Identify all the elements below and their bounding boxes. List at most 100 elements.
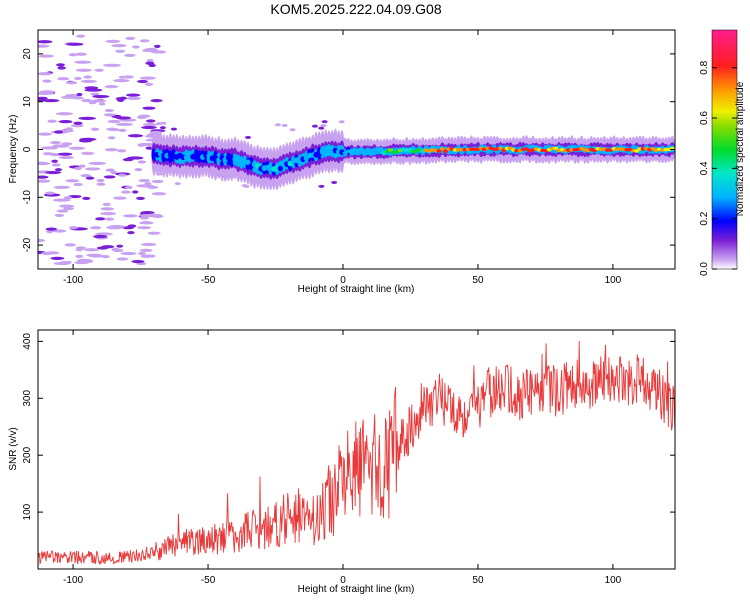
snr-x-label: Height of straight line (km) xyxy=(298,584,415,595)
noise-blob xyxy=(134,167,143,172)
spectrogram-y-tick-label: 10 xyxy=(22,96,33,108)
colorbar-tick-label: 0.8 xyxy=(699,60,710,74)
spectrogram-x-tick-label: -100 xyxy=(63,275,83,286)
spectrogram-y-tick-label: 20 xyxy=(22,48,33,60)
noise-blob xyxy=(53,185,70,189)
noise-blob xyxy=(118,128,127,132)
noise-blob xyxy=(137,79,149,84)
noise-blob xyxy=(73,182,83,187)
snr-y-tick-label: 300 xyxy=(22,390,33,407)
noise-blob xyxy=(51,159,58,163)
noise-blob xyxy=(147,231,161,235)
noise-blob xyxy=(88,161,107,166)
noise-blob xyxy=(139,248,153,252)
noise-blob xyxy=(137,143,145,147)
noise-blob xyxy=(115,97,125,101)
noise-blob xyxy=(289,128,296,132)
noise-blob xyxy=(52,198,71,202)
noise-blob xyxy=(61,142,73,146)
noise-blob xyxy=(65,93,79,98)
noise-blob xyxy=(42,98,60,103)
spectrogram-heatmap xyxy=(38,34,675,266)
noise-blob xyxy=(95,232,113,236)
noise-blob xyxy=(150,99,163,103)
ridge-cell xyxy=(439,147,445,151)
noise-blob xyxy=(141,125,157,130)
noise-blob xyxy=(82,196,91,201)
snr-x-tick-label: -50 xyxy=(201,575,216,586)
noise-blob xyxy=(127,224,137,228)
noise-blob xyxy=(68,53,78,57)
spectrogram-y-axis: -20 -10 0 10 20 xyxy=(22,48,675,252)
noise-blob xyxy=(126,93,141,97)
noise-blob xyxy=(159,126,166,130)
noise-blob xyxy=(139,76,156,80)
spectrogram-x-tick-label: -50 xyxy=(201,275,216,286)
spectrogram-y-label: Frequency (Hz) xyxy=(8,115,19,184)
noise-blob xyxy=(78,164,86,168)
noise-blob xyxy=(320,124,327,128)
noise-blob xyxy=(113,79,130,83)
noise-blob xyxy=(94,68,104,72)
noise-blob xyxy=(139,221,154,225)
noise-blob xyxy=(85,167,101,171)
snr-x-tick-label: 100 xyxy=(605,575,622,586)
noise-blob xyxy=(68,226,78,230)
noise-blob xyxy=(110,170,118,175)
snr-x-tick-label: 0 xyxy=(340,575,346,586)
spectrogram-x-axis: -100 -50 0 50 100 xyxy=(63,30,622,286)
noise-blob xyxy=(54,168,63,172)
noise-blob xyxy=(127,134,144,138)
snr-y-axis: 100 200 300 400 xyxy=(22,333,675,520)
noise-blob xyxy=(105,39,121,43)
noise-blob xyxy=(80,173,91,178)
noise-blob xyxy=(115,122,134,126)
noise-blob xyxy=(81,151,95,155)
snr-frame xyxy=(37,329,676,570)
noise-blob xyxy=(160,121,167,125)
ridge-cell xyxy=(387,148,394,152)
ridge-cell xyxy=(245,159,251,166)
noise-blob xyxy=(174,182,181,186)
spectrogram-y-tick-label: 0 xyxy=(22,146,33,152)
noise-blob xyxy=(104,148,119,152)
snr-panel: -100 -50 0 50 100 100 200 300 400 Height of str… xyxy=(8,329,676,595)
spectrogram-x-tick-label: 50 xyxy=(472,275,484,286)
noise-blob xyxy=(74,60,92,64)
spectrogram-y-tick-label: -20 xyxy=(22,237,33,252)
noise-blob xyxy=(112,248,124,253)
noise-blob xyxy=(38,72,53,76)
noise-blob xyxy=(122,75,134,79)
noise-blob xyxy=(65,179,80,183)
noise-blob xyxy=(41,251,52,256)
noise-blob xyxy=(145,254,156,258)
noise-blob xyxy=(92,94,110,99)
noise-blob xyxy=(68,146,86,150)
noise-blob xyxy=(311,124,318,128)
noise-blob xyxy=(51,163,61,167)
noise-blob xyxy=(93,234,108,239)
noise-blob xyxy=(42,79,52,83)
noise-blob xyxy=(83,75,92,79)
noise-blob xyxy=(338,120,345,124)
noise-blob xyxy=(149,130,163,135)
noise-blob xyxy=(139,39,150,43)
noise-blob xyxy=(73,121,83,125)
noise-blob xyxy=(126,96,141,100)
noise-blob xyxy=(103,113,116,117)
spectrogram-x-tick-label: 0 xyxy=(340,275,346,286)
noise-blob xyxy=(88,100,97,105)
noise-blob xyxy=(45,170,62,175)
noise-blob xyxy=(100,212,117,216)
snr-x-tick-label: 50 xyxy=(472,575,484,586)
snr-x-tick-label: -100 xyxy=(63,575,83,586)
noise-blob xyxy=(65,81,78,85)
noise-blob xyxy=(136,226,152,230)
ridge-cell xyxy=(349,148,355,153)
noise-blob xyxy=(38,44,50,48)
noise-blob xyxy=(105,168,115,172)
snr-x-axis: -100 -50 0 50 100 xyxy=(63,330,622,586)
colorbar: 0.0 0.2 0.4 0.6 0.8 Normalized spectral ampl… xyxy=(699,29,746,276)
noise-blob xyxy=(107,119,121,124)
noise-blob xyxy=(124,53,136,58)
